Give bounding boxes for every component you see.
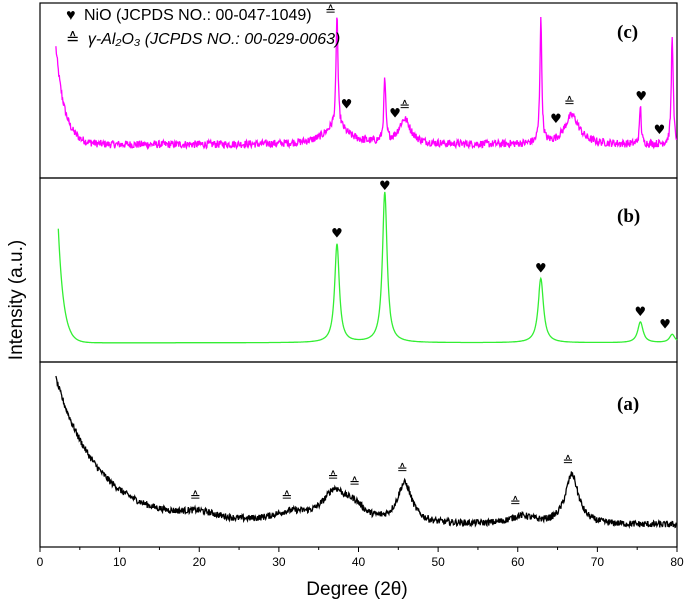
x-tick-label: 10 (113, 555, 127, 569)
x-tick-label: 60 (511, 555, 525, 569)
x-tick-label: 0 (37, 555, 44, 569)
heart-marker: ♥ (550, 112, 562, 127)
x-tick-label: 20 (193, 555, 207, 569)
x-axis-title: Degree (2θ) (306, 579, 407, 600)
panel-label: (a) (617, 394, 639, 415)
spade-marker: ≙ (562, 455, 573, 470)
spade-marker: ≙ (399, 99, 410, 114)
legend: ♥ NiO (JCPDS NO.: 00-047-1049) ≙ γ-Al₂O₃… (66, 7, 340, 48)
panel-frame (39, 177, 678, 363)
legend-entry-nio: ♥ NiO (JCPDS NO.: 00-047-1049) (66, 7, 312, 24)
heart-marker: ♥ (654, 123, 666, 138)
spade-marker: ≙ (325, 4, 336, 19)
panel-c: ≙♥♥≙♥≙ ♥♥(c) (39, 2, 678, 179)
panel-label: (b) (617, 206, 640, 227)
heart-marker: ♥ (379, 179, 391, 194)
x-tick-label: 50 (431, 555, 445, 569)
plot-area: ≙♥♥≙♥≙ ♥♥(c)♥♥♥♥♥(b)≙ ≙≙ ≙≙≙≙(a) (39, 2, 678, 548)
panel-frame (39, 361, 678, 548)
x-tick-label: 80 (670, 555, 684, 569)
panel-label: (c) (617, 22, 638, 43)
spade-marker: ≙ (349, 476, 360, 491)
legend-label-al2o3: γ-Al₂O₃ (JCPDS NO.: 00-029-0063) (88, 31, 341, 48)
spade-marker: ≙ (328, 470, 339, 485)
series-line (57, 191, 678, 344)
x-tick-label: 40 (352, 555, 366, 569)
x-tick-label: 70 (591, 555, 605, 569)
spade-marker: ≙ (190, 490, 201, 505)
heart-marker: ♥ (635, 89, 647, 104)
heart-icon: ♥ (66, 7, 76, 24)
y-axis-title: Intensity (a.u.) (6, 240, 27, 360)
spade-marker: ≙ (510, 495, 521, 510)
series-line (55, 375, 677, 529)
heart-marker: ♥ (635, 305, 647, 320)
x-axis: 0 10 20 30 40 50 60 70 80 (37, 547, 684, 569)
series-line (55, 16, 678, 151)
heart-marker: ♥ (389, 107, 401, 122)
heart-marker: ♥ (535, 261, 547, 276)
heart-marker: ♥ (659, 318, 671, 333)
legend-label-nio: NiO (JCPDS NO.: 00-047-1049) (84, 7, 312, 24)
panel-a: ≙ ≙ ≙ ≙ ≙ ≙ ≙ (a) (39, 361, 678, 548)
spade-marker: ≙ (397, 462, 408, 477)
heart-marker: ♥ (331, 227, 343, 242)
spade-icon: ≙ (66, 31, 79, 48)
panel-b: ♥ ♥ ♥ ♥ ♥ (b) (39, 177, 678, 363)
panel-frame (39, 2, 678, 179)
x-tick-label: 30 (272, 555, 286, 569)
spade-marker: ≙ (564, 95, 575, 110)
heart-marker: ♥ (341, 97, 353, 112)
legend-entry-al2o3: ≙ γ-Al₂O₃ (JCPDS NO.: 00-029-0063) (66, 31, 340, 48)
spade-marker: ≙ (281, 490, 292, 505)
